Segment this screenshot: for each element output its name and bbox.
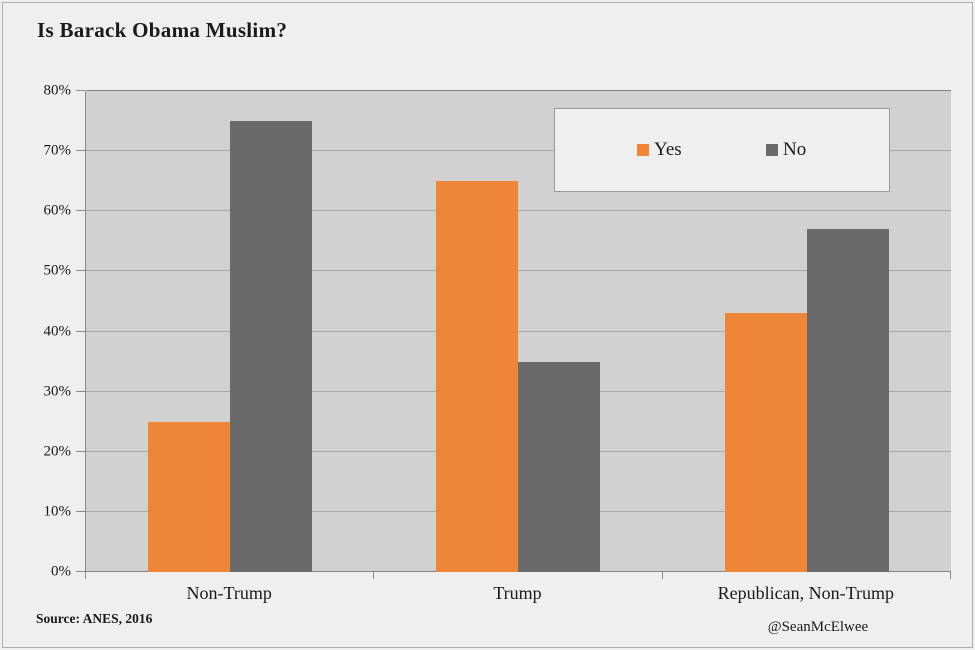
- y-tick-label-40: 40%: [43, 323, 72, 339]
- y-tick-label-20: 20%: [43, 443, 72, 460]
- y-tick-mark-20: [76, 450, 85, 452]
- y-tick-mark-30: [76, 390, 85, 392]
- bar-yes-trump: [436, 181, 519, 572]
- y-tick-mark-40: [76, 330, 85, 332]
- bar-yes-non-trump: [148, 421, 231, 572]
- x-tick-mark-3: [950, 572, 951, 579]
- y-axis: 0% 10% 20% 30% 40% 50% 60% 70% 80%: [0, 83, 85, 580]
- x-tick-mark-2: [661, 572, 663, 579]
- legend-swatch-no: [766, 144, 778, 156]
- bar-no-republican-non-trump: [806, 229, 889, 572]
- y-tick-label-50: 50%: [43, 262, 72, 279]
- y-tick-mark-70: [76, 150, 85, 152]
- y-tick-label-30: 30%: [43, 383, 72, 400]
- gridline-80: [86, 90, 951, 91]
- y-tick-mark-80: [76, 90, 85, 91]
- bar-group-trump: [374, 91, 662, 572]
- legend-item-no: No: [766, 139, 806, 161]
- bar-yes-republican-non-trump: [724, 313, 807, 572]
- y-tick-mark-60: [76, 210, 85, 212]
- plot-area: [85, 90, 951, 572]
- bar-group-republican-non-trump: [663, 91, 951, 572]
- x-category-label-trump: Trump: [493, 583, 542, 603]
- y-tick-label-80: 80%: [43, 82, 72, 99]
- legend-item-yes: Yes: [637, 139, 682, 161]
- y-tick-mark-10: [76, 510, 85, 512]
- gridline-60: [86, 210, 951, 212]
- x-tick-mark-1: [373, 572, 375, 579]
- legend-label-no: No: [783, 139, 807, 160]
- legend-swatch-yes: [637, 144, 649, 156]
- source-note: Source: ANES, 2016: [36, 611, 153, 626]
- gridline-50: [86, 270, 951, 272]
- y-tick-label-70: 70%: [43, 142, 72, 159]
- bar-no-non-trump: [230, 121, 313, 572]
- chart-title: Is Barack Obama Muslim?: [37, 18, 288, 42]
- gridline-40: [86, 330, 951, 332]
- bar-no-trump: [518, 361, 601, 572]
- x-category-label-non-trump: Non-Trump: [186, 583, 272, 603]
- x-tick-mark-0: [85, 572, 86, 579]
- y-tick-mark-0: [76, 571, 85, 572]
- y-tick-label-10: 10%: [43, 503, 72, 520]
- bar-groups: [86, 91, 951, 572]
- credit-note: @SeanMcElwee: [767, 619, 869, 635]
- legend-label-yes: Yes: [654, 139, 682, 160]
- bar-group-non-trump: [86, 91, 374, 572]
- legend: Yes No: [554, 108, 890, 192]
- y-tick-label-0: 0%: [51, 563, 71, 580]
- gridline-70: [86, 150, 951, 152]
- y-tick-mark-50: [76, 270, 85, 272]
- x-category-label-republican-non-trump: Republican, Non-Trump: [717, 583, 894, 603]
- y-tick-label-60: 60%: [43, 202, 72, 219]
